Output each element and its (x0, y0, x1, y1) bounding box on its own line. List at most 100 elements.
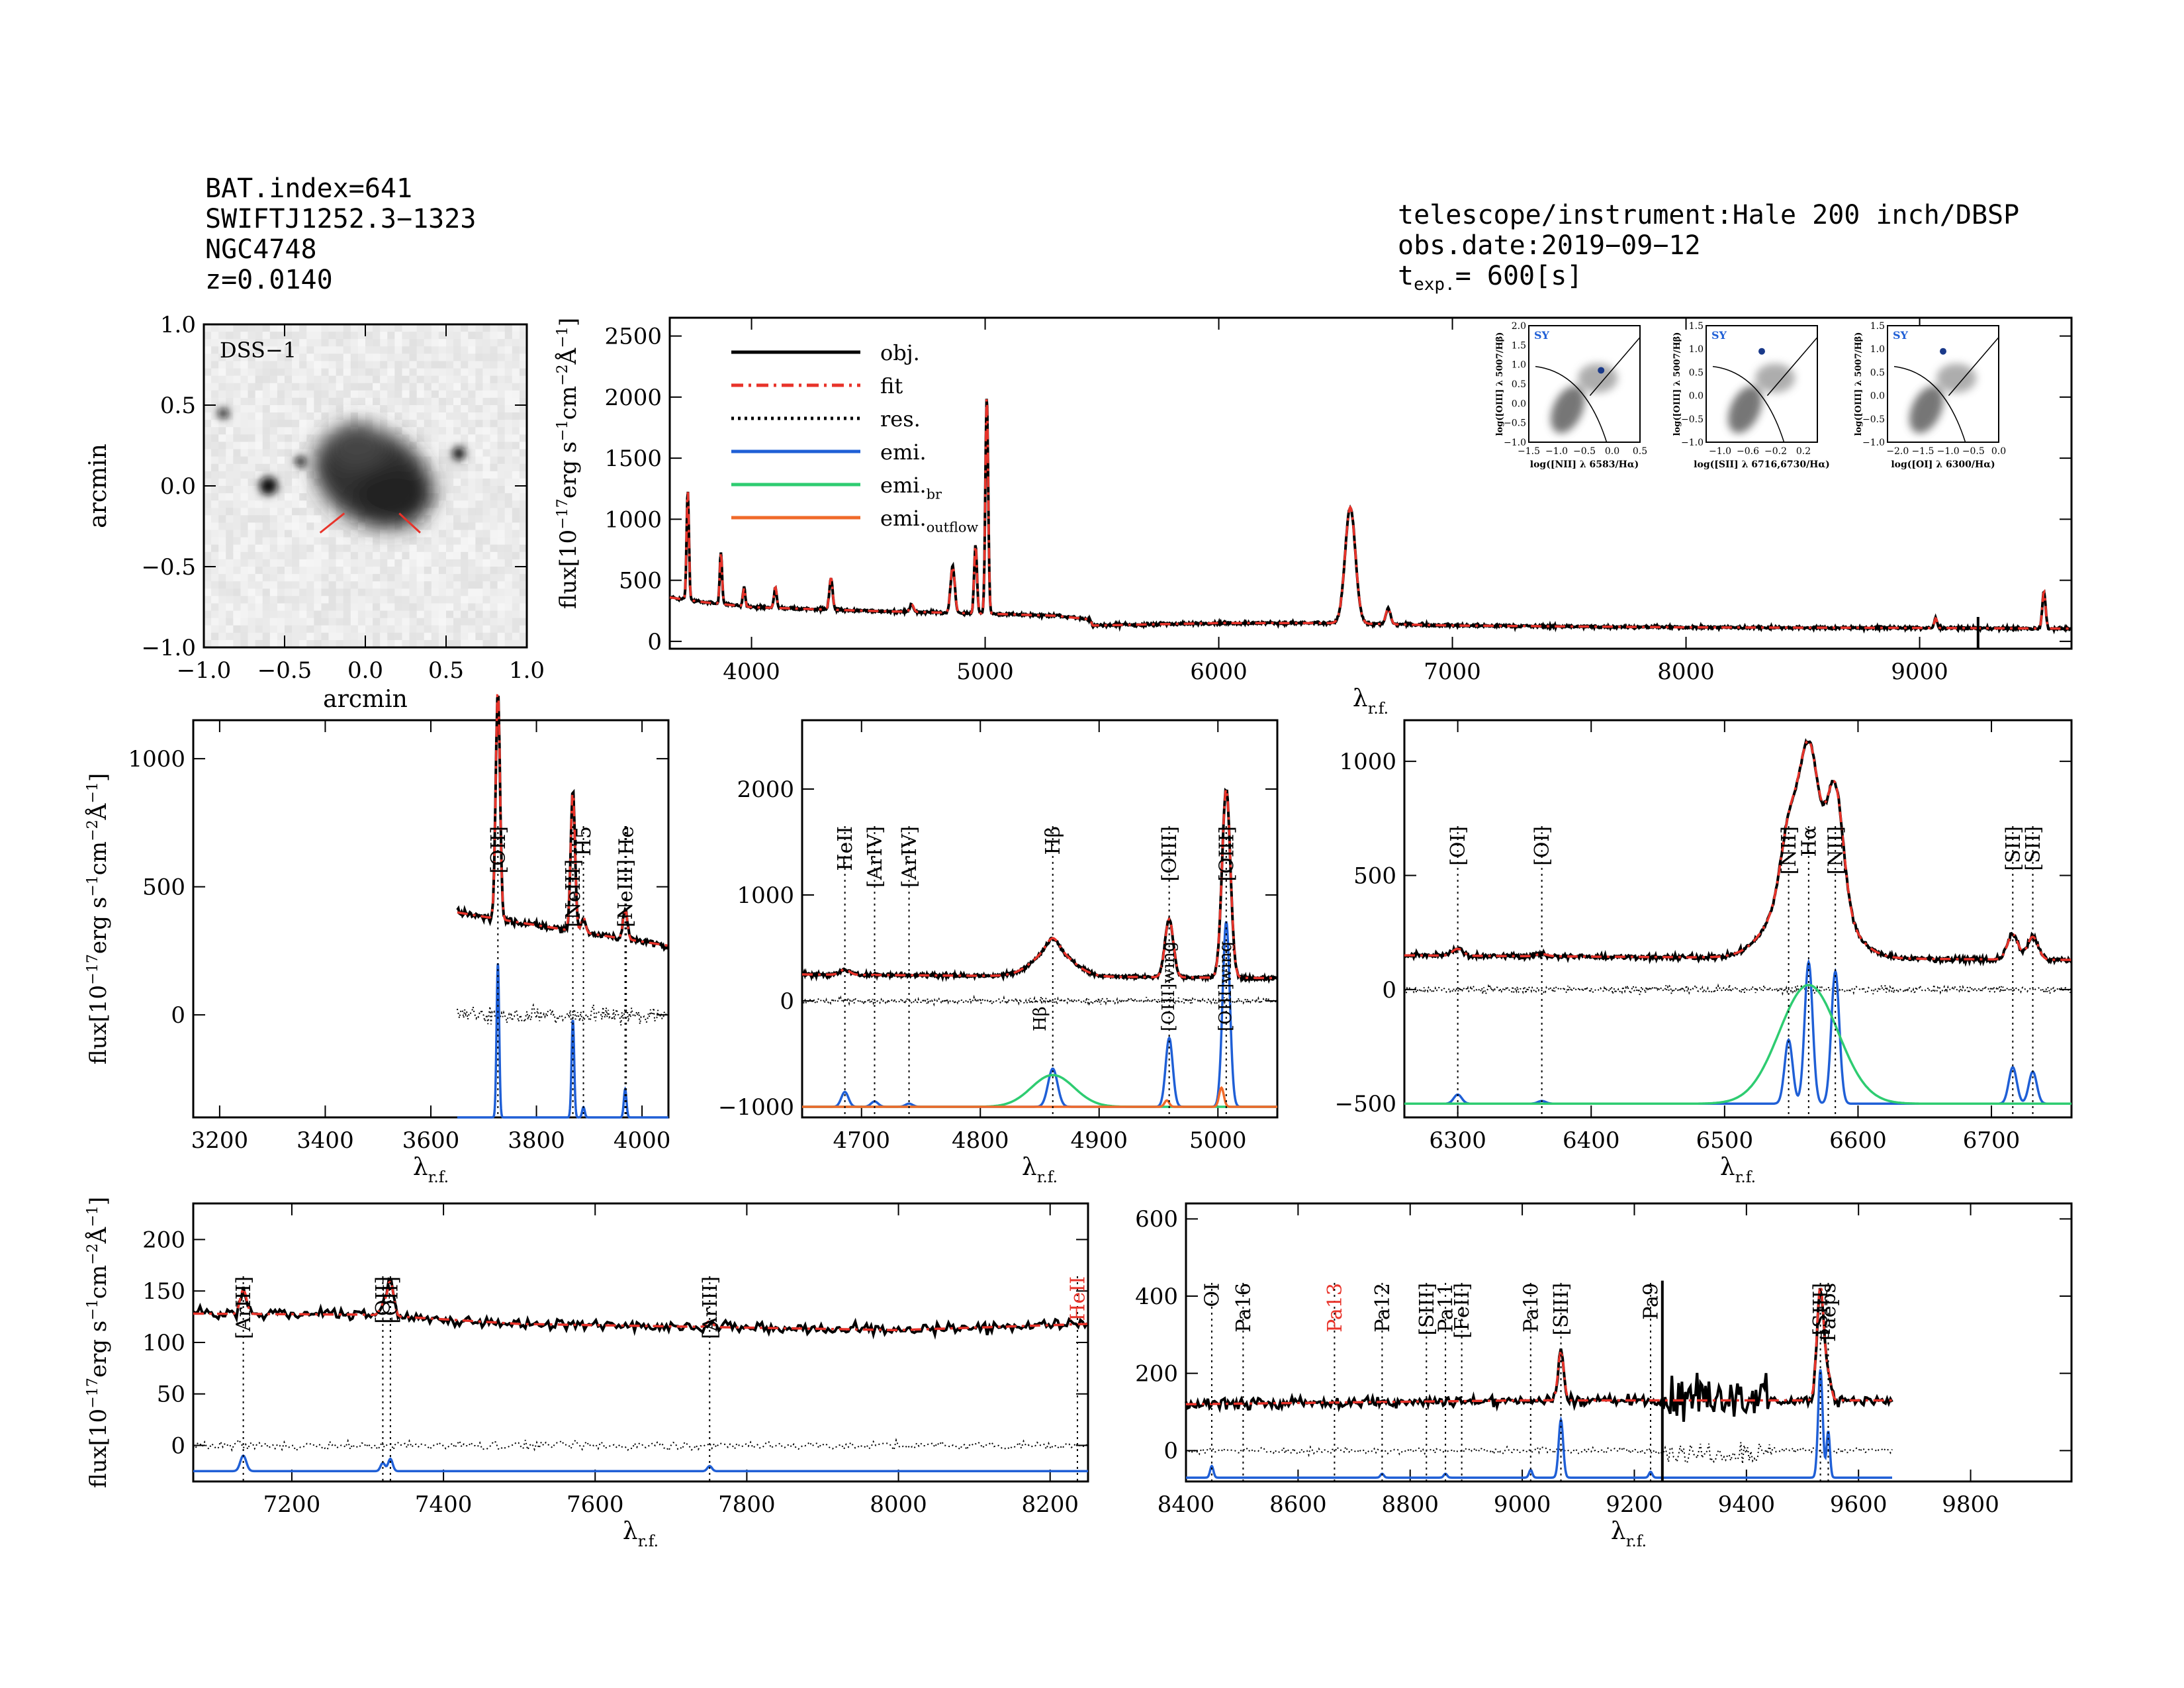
noise-pixel (204, 603, 212, 612)
noise-pixel (248, 625, 256, 633)
noise-pixel (512, 442, 520, 450)
noise-pixel (438, 412, 447, 420)
line-label: Pa13 (1324, 1283, 1347, 1333)
noise-pixel (336, 332, 344, 340)
noise-pixel (431, 375, 439, 384)
noise-pixel (269, 383, 278, 391)
noise-pixel (373, 618, 381, 626)
noise-pixel (226, 610, 234, 619)
noise-pixel (446, 559, 454, 567)
noise-pixel (285, 625, 293, 633)
noise-pixel (357, 603, 366, 612)
noise-pixel (233, 463, 241, 472)
noise-pixel (431, 390, 439, 399)
noise-pixel (248, 463, 256, 472)
noise-pixel (482, 346, 491, 354)
noise-pixel (373, 530, 381, 538)
noise-pixel (262, 332, 271, 340)
noise-pixel (218, 486, 226, 494)
texp-sub: exp. (1414, 275, 1455, 295)
noise-pixel (438, 361, 447, 369)
bpt-y-tick-label: 1.0 (1870, 344, 1885, 355)
noise-pixel (373, 390, 381, 399)
noise-pixel (504, 449, 513, 457)
x-tick-label: 3600 (402, 1127, 460, 1154)
noise-pixel (453, 603, 461, 612)
noise-pixel (424, 405, 432, 413)
noise-pixel (299, 339, 307, 347)
noise-pixel (402, 383, 410, 391)
noise-pixel (409, 405, 418, 413)
noise-pixel (269, 530, 278, 538)
noise-pixel (504, 361, 513, 369)
noise-pixel (512, 515, 520, 523)
noise-pixel (482, 442, 491, 450)
noise-pixel (350, 375, 359, 384)
noise-pixel (519, 544, 527, 553)
noise-pixel (365, 544, 373, 553)
noise-pixel (387, 339, 395, 347)
noise-pixel (204, 486, 212, 494)
bpt-density (1551, 363, 1618, 434)
noise-pixel (519, 375, 527, 384)
noise-pixel (285, 463, 293, 472)
noise-pixel (299, 551, 307, 560)
noise-pixel (255, 515, 263, 523)
noise-pixel (204, 530, 212, 538)
noise-pixel (233, 456, 241, 465)
noise-pixel (299, 397, 307, 406)
noise-pixel (343, 588, 351, 596)
noise-pixel (314, 508, 322, 516)
bpt-x-tick-label: −1.5 (1911, 446, 1934, 457)
noise-pixel (306, 339, 314, 347)
residual-line (1404, 983, 2072, 997)
noise-pixel (394, 632, 402, 641)
noise-pixel (431, 332, 439, 340)
noise-pixel (285, 368, 293, 377)
noise-pixel (387, 346, 395, 354)
noise-pixel (292, 427, 300, 435)
noise-pixel (277, 508, 285, 516)
noise-pixel (416, 427, 425, 435)
noise-pixel (218, 639, 226, 648)
panel_oii-emission (457, 963, 668, 1119)
noise-pixel (365, 618, 373, 626)
noise-pixel (497, 618, 506, 626)
noise-pixel (446, 618, 454, 626)
noise-pixel (357, 324, 366, 332)
noise-pixel (285, 471, 293, 479)
noise-pixel (365, 375, 373, 384)
noise-pixel (431, 463, 439, 472)
object-spectrum-line (456, 695, 670, 952)
noise-pixel (285, 500, 293, 508)
noise-pixel (438, 544, 447, 553)
noise-pixel (431, 567, 439, 575)
noise-pixel (387, 390, 395, 399)
noise-pixel (269, 574, 278, 582)
density-blob (1728, 386, 1762, 434)
noise-pixel (402, 346, 410, 354)
noise-pixel (226, 353, 234, 361)
noise-pixel (211, 456, 219, 465)
noise-pixel (336, 639, 344, 648)
x-axis-label: λr.f. (623, 1518, 659, 1550)
density-blob (1755, 363, 1796, 393)
noise-pixel (343, 596, 351, 604)
redshift-label: z=0.0140 (205, 265, 333, 295)
noise-pixel (218, 508, 226, 516)
noise-pixel (262, 442, 271, 450)
y-tick-label: −1.0 (141, 635, 196, 661)
noise-pixel (233, 442, 241, 450)
x-tick-label: 3400 (296, 1127, 354, 1154)
noise-pixel (453, 596, 461, 604)
noise-pixel (424, 596, 432, 604)
noise-pixel (497, 493, 506, 501)
noise-pixel (446, 544, 454, 553)
noise-pixel (277, 493, 285, 501)
noise-pixel (512, 397, 520, 406)
noise-pixel (461, 471, 469, 479)
noise-pixel (373, 361, 381, 369)
noise-pixel (409, 324, 418, 332)
noise-pixel (211, 361, 219, 369)
noise-pixel (512, 544, 520, 553)
